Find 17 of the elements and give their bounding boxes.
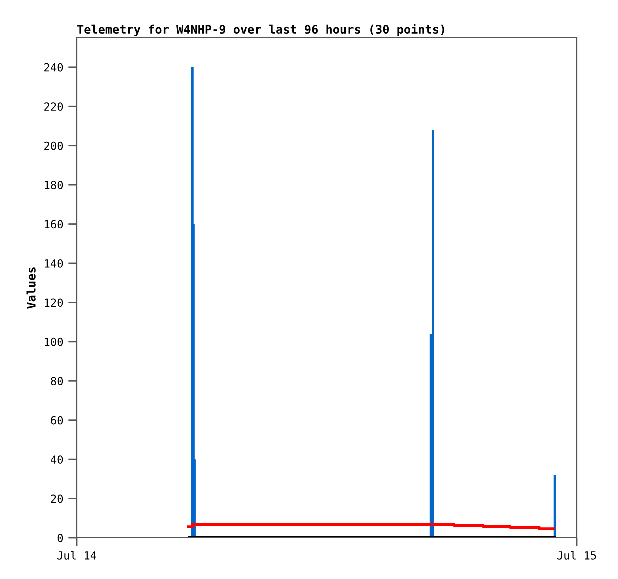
y-tick-label: 140 [45,259,64,268]
y-axis-title: Values [26,268,36,309]
x-tick-label: Jul 15 [558,551,596,560]
y-tick-label: 180 [45,181,64,190]
y-tick-label: 240 [44,63,64,72]
y-tick-label: 220 [44,102,64,112]
chart-title: Telemetry for W4NHP-9 over last 96 hours (30 points) [78,24,444,36]
y-tick-label: 20 [51,494,64,504]
y-tick-label: 80 [51,377,64,386]
y-tick-label: 40 [50,456,64,464]
y-tick-label: 200 [44,142,64,150]
x-tick-label: Jul 14 [58,551,97,560]
y-tick-label: 160 [45,220,64,229]
y-tick-label: 120 [45,298,64,308]
y-tick-label: 60 [51,416,64,425]
y-tick-label: 100 [45,338,64,346]
y-tick-label: 0 [58,534,64,542]
